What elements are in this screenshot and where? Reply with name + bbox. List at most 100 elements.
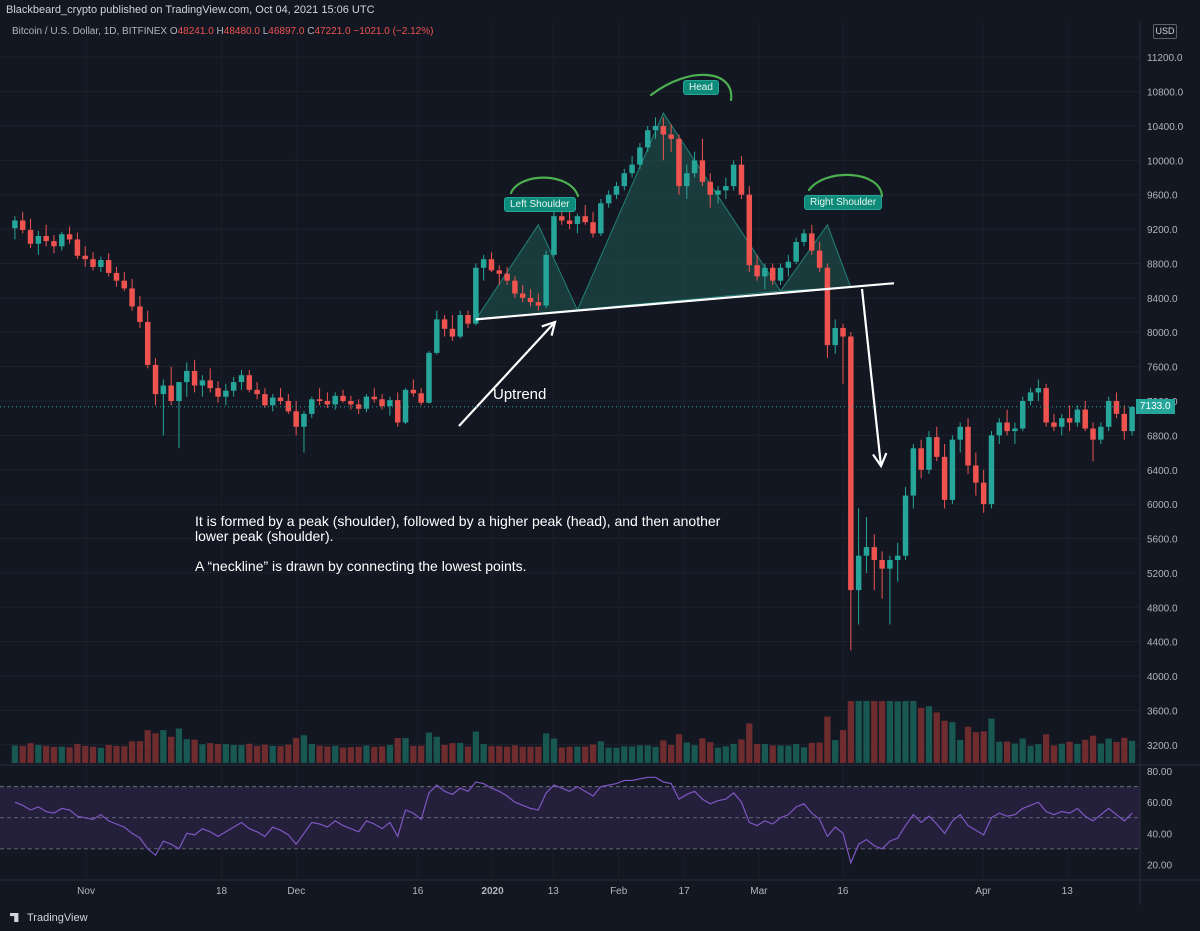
candle[interactable] [894, 542, 901, 582]
candle[interactable] [684, 164, 690, 200]
candle[interactable] [957, 422, 963, 453]
candle[interactable] [754, 254, 760, 281]
candle[interactable] [887, 555, 893, 625]
candle[interactable] [496, 265, 503, 285]
candle[interactable] [918, 439, 924, 479]
candle[interactable] [629, 156, 635, 178]
candle[interactable] [809, 224, 815, 255]
tradingview-logo[interactable]: TradingView [10, 912, 88, 924]
candle[interactable] [855, 508, 862, 625]
candle[interactable] [152, 358, 159, 406]
candle[interactable] [418, 388, 424, 406]
candle[interactable] [988, 431, 995, 509]
candles[interactable] [12, 117, 1135, 651]
candle[interactable] [66, 226, 73, 244]
candle[interactable] [668, 124, 674, 152]
candle[interactable] [707, 173, 713, 208]
candle[interactable] [715, 186, 721, 204]
candle[interactable] [637, 143, 643, 169]
candle[interactable] [910, 443, 917, 509]
candle[interactable] [160, 379, 167, 436]
candle[interactable] [926, 431, 932, 475]
candle[interactable] [480, 254, 487, 281]
candle[interactable] [621, 168, 628, 191]
candle[interactable] [566, 210, 573, 230]
candle[interactable] [277, 388, 284, 405]
candle[interactable] [223, 383, 229, 406]
candle[interactable] [965, 418, 971, 475]
candle[interactable] [973, 452, 979, 496]
candle[interactable] [51, 235, 57, 254]
candle[interactable] [598, 199, 604, 236]
candle[interactable] [98, 256, 104, 273]
candle[interactable] [801, 229, 807, 247]
candle[interactable] [1129, 406, 1135, 436]
candle[interactable] [324, 392, 331, 408]
candle[interactable] [605, 190, 612, 208]
candle[interactable] [777, 263, 784, 285]
candle[interactable] [82, 246, 88, 267]
candle[interactable] [1051, 413, 1057, 432]
candle[interactable] [137, 296, 143, 328]
candle[interactable] [363, 394, 370, 413]
candle[interactable] [840, 323, 846, 384]
candle[interactable] [535, 293, 542, 311]
candle[interactable] [238, 370, 245, 390]
candle[interactable] [1059, 413, 1065, 436]
candle[interactable] [43, 224, 49, 247]
candle[interactable] [902, 486, 909, 561]
candle[interactable] [941, 443, 948, 509]
candle[interactable] [207, 368, 213, 393]
candle[interactable] [113, 266, 120, 287]
candle[interactable] [527, 289, 534, 307]
candle[interactable] [660, 117, 667, 161]
candle[interactable] [449, 315, 456, 341]
candle[interactable] [410, 379, 417, 397]
candle[interactable] [27, 218, 34, 249]
candle[interactable] [934, 426, 940, 462]
candle[interactable] [793, 237, 799, 265]
candle[interactable] [519, 284, 526, 303]
candle[interactable] [723, 177, 729, 200]
candle[interactable] [1043, 383, 1049, 427]
candle[interactable] [590, 211, 596, 238]
candle[interactable] [379, 394, 385, 410]
candle[interactable] [1035, 379, 1042, 401]
candle[interactable] [769, 263, 776, 285]
candle[interactable] [59, 231, 65, 251]
candle[interactable] [730, 160, 737, 191]
candle[interactable] [285, 394, 292, 414]
candle[interactable] [691, 151, 698, 178]
candle[interactable] [332, 392, 338, 410]
candle[interactable] [402, 388, 409, 425]
candle[interactable] [457, 310, 463, 339]
candle[interactable] [230, 376, 237, 397]
candle[interactable] [316, 388, 323, 406]
candle[interactable] [762, 263, 768, 290]
candle[interactable] [340, 389, 346, 403]
candle[interactable] [996, 418, 1003, 444]
candle[interactable] [582, 205, 588, 225]
candle[interactable] [348, 395, 354, 410]
candle[interactable] [12, 216, 18, 240]
candle[interactable] [465, 310, 471, 328]
candle[interactable] [394, 392, 401, 427]
candle[interactable] [144, 310, 151, 369]
candle[interactable] [215, 381, 221, 403]
candle[interactable] [980, 469, 987, 513]
candle[interactable] [19, 211, 26, 234]
candle[interactable] [168, 366, 174, 406]
candle[interactable] [613, 181, 620, 200]
candle[interactable] [426, 351, 432, 404]
candle[interactable] [1019, 396, 1026, 432]
candle[interactable] [949, 435, 956, 505]
candle[interactable] [871, 534, 878, 591]
candle[interactable] [105, 253, 112, 277]
candle[interactable] [1105, 396, 1112, 432]
candle[interactable] [1012, 422, 1018, 444]
candle[interactable] [35, 230, 42, 255]
candle[interactable] [824, 263, 831, 359]
candle[interactable] [254, 382, 260, 400]
candle[interactable] [301, 411, 307, 453]
candle[interactable] [832, 319, 838, 354]
